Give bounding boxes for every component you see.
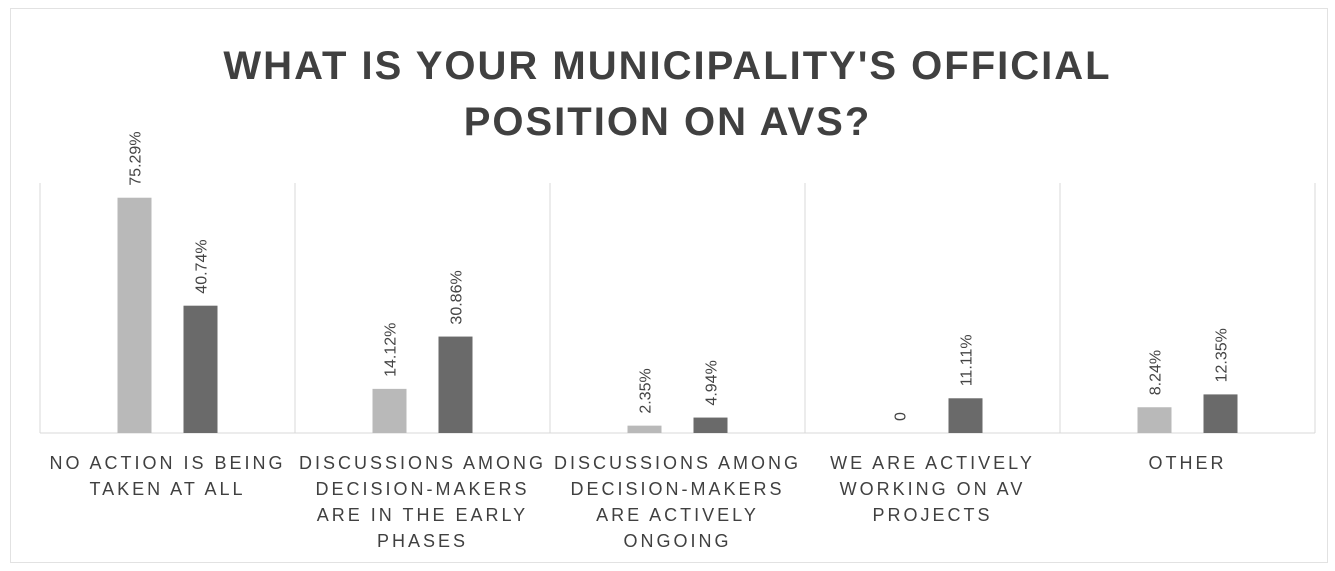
x-tick-label: WE ARE ACTIVELY WORKING ON AV PROJECTS: [830, 453, 1035, 525]
chart-frame: [10, 8, 1328, 563]
data-label: 2.35%: [638, 368, 655, 413]
bar: [372, 388, 407, 433]
data-label: 0: [893, 412, 910, 421]
bar: [948, 398, 983, 433]
x-tick-label: DISCUSSIONS AMONG DECISION-MAKERS ARE IN…: [298, 453, 547, 551]
x-tick-label: OTHER: [1148, 453, 1227, 473]
bar: [438, 336, 473, 433]
chart-title: WHAT IS YOUR MUNICIPALITY'S OFFICIAL POS…: [223, 44, 1112, 144]
data-label: 75.29%: [128, 131, 145, 185]
bar: [693, 417, 728, 433]
data-label: 30.86%: [449, 270, 466, 324]
x-tick-label: DISCUSSIONS AMONG DECISION-MAKERS ARE AC…: [553, 453, 802, 551]
data-label: 4.94%: [704, 360, 721, 405]
data-label: 8.24%: [1148, 350, 1165, 395]
bar: [183, 305, 218, 433]
bar: [1203, 394, 1238, 433]
bar: [627, 425, 662, 433]
data-label: 11.11%: [959, 334, 976, 386]
bar: [117, 197, 152, 433]
data-label: 12.35%: [1214, 328, 1231, 382]
bar: [1137, 407, 1172, 433]
data-label: 40.74%: [194, 239, 211, 293]
x-tick-label: NO ACTION IS BEING TAKEN AT ALL: [49, 453, 286, 499]
data-label: 14.12%: [383, 323, 400, 377]
